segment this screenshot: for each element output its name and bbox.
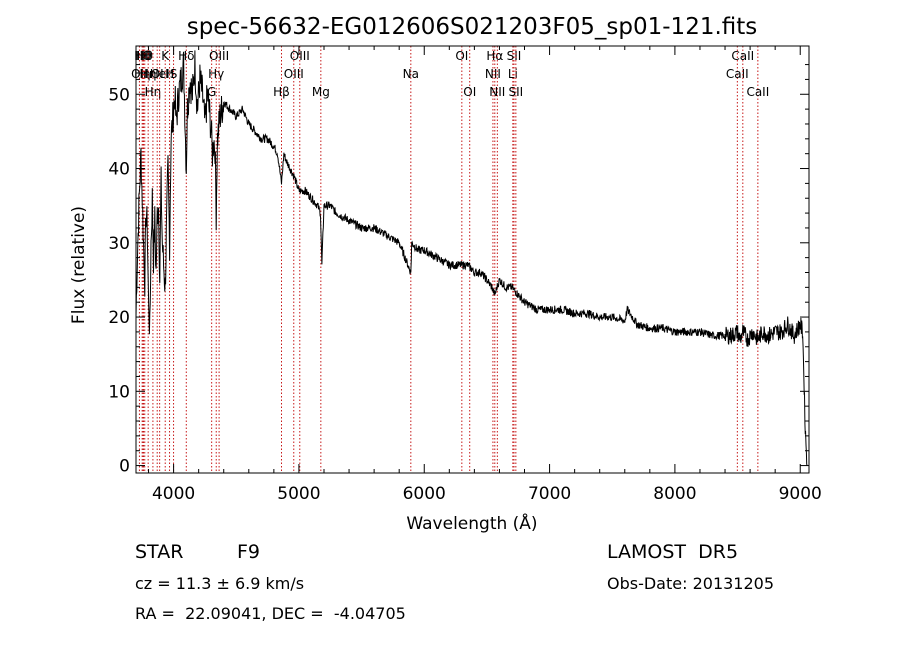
line-marker-label: OI — [455, 49, 468, 63]
x-axis-label: Wavelength (Å) — [406, 512, 537, 534]
line-marker-label: CaII — [746, 85, 769, 99]
line-marker-label: NII — [485, 67, 501, 81]
y-tick-label: 30 — [108, 234, 130, 254]
x-tick-label: 5000 — [277, 484, 320, 504]
line-marker-label: G — [207, 85, 216, 99]
line-marker-label: Hβ — [273, 85, 290, 99]
x-tick-label: 7000 — [528, 484, 571, 504]
line-marker-label: HeI — [150, 67, 170, 81]
coordinates: RA = 22.09041, DEC = -4.04705 — [135, 604, 406, 623]
line-marker-label: Hα — [486, 49, 503, 63]
y-tick-label: 50 — [108, 85, 130, 105]
y-tick-label: 0 — [119, 457, 130, 477]
x-tick-label: 4000 — [152, 484, 195, 504]
line-marker-label: OIII — [209, 49, 229, 63]
line-marker-label: CaII — [726, 67, 749, 81]
line-marker-label: Hη — [145, 85, 162, 99]
object-class: STAR — [135, 541, 184, 563]
survey-name: LAMOST DR5 — [607, 541, 739, 563]
line-marker-label: Mg — [312, 85, 330, 99]
plot-frame — [135, 45, 810, 474]
line-marker-label: Li — [508, 67, 518, 81]
line-marker-label: H — [165, 67, 174, 81]
chart-title: spec-56632-EG012606S021203F05_sp01-121.f… — [187, 14, 758, 40]
line-markers: OIIHθHηHθHθHηHηOIHeIKHSHδGHγOIIIHβOIIIOI… — [131, 46, 769, 473]
y-axis-label: Flux (relative) — [69, 206, 89, 324]
line-marker-label: NII — [489, 85, 505, 99]
y-tick-label: 20 — [108, 308, 130, 328]
x-tick-label: 8000 — [653, 484, 696, 504]
line-marker-label: Hη — [134, 67, 151, 81]
line-marker-label: S — [170, 67, 178, 81]
line-marker-label: Hη — [140, 67, 157, 81]
axes: 4000 5000 6000 7000 8000 9000 0 10 20 30 40 50 — [108, 45, 822, 504]
spectrum-series — [135, 50, 808, 466]
line-marker-label: Na — [403, 67, 419, 81]
line-marker-label: Hδ — [178, 49, 194, 63]
line-marker-label: CaII — [731, 49, 754, 63]
object-subclass: F9 — [237, 541, 261, 563]
line-marker-label: Hθ — [135, 49, 151, 63]
y-tick-label: 40 — [108, 160, 130, 180]
line-marker-label: Hθ — [137, 49, 153, 63]
line-marker-label: K — [161, 49, 170, 63]
line-marker-label: SII — [507, 49, 522, 63]
y-tick-label: 10 — [108, 382, 130, 402]
spectrum-line — [135, 50, 808, 466]
line-marker-label: OIII — [284, 67, 304, 81]
line-marker-label: OI — [463, 85, 476, 99]
redshift-value: cz = 11.3 ± 6.9 km/s — [135, 574, 305, 593]
line-marker-label: OI — [151, 67, 164, 81]
observation-date: Obs-Date: 20131205 — [607, 574, 775, 593]
line-marker-label: SII — [509, 85, 524, 99]
line-marker-label: Hθ — [134, 49, 150, 63]
x-tick-label: 6000 — [403, 484, 446, 504]
x-tick-label: 9000 — [779, 484, 822, 504]
line-marker-label: OIII — [290, 49, 310, 63]
line-marker-label: Hγ — [208, 67, 224, 81]
